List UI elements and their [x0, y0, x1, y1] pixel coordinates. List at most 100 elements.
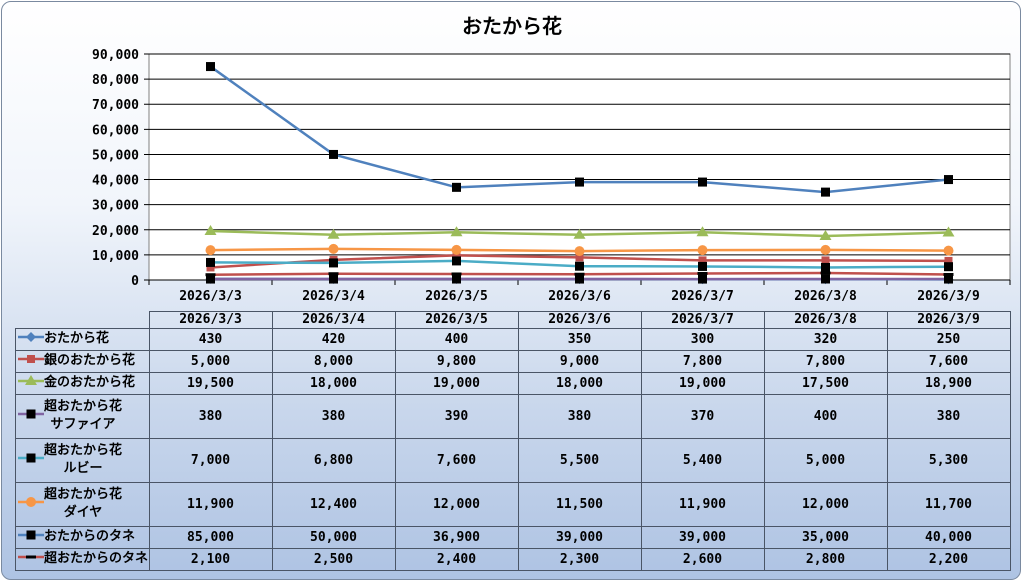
y-tick-label: 60,000 — [92, 123, 139, 138]
table-column-header: 2026/3/9 — [886, 311, 1011, 329]
series-4 — [206, 256, 953, 272]
legend-entry: 超おたから花 サファイア — [15, 393, 150, 439]
table-cell: 7,600 — [394, 437, 519, 483]
series-name: 超おたからのタネ — [44, 550, 148, 568]
table-cell: 39,000 — [517, 525, 642, 549]
data-point — [327, 228, 340, 239]
data-table: 2026/3/3 2026/3/4 2026/3/5 2026/3/6 2026/3/7… — [15, 311, 1011, 571]
table-column-header: 2026/3/5 — [394, 311, 519, 329]
table-cell: 19,500 — [148, 371, 273, 395]
table-cell: 18,000 — [271, 371, 396, 395]
legend-key — [18, 409, 44, 418]
legend-key — [18, 374, 44, 385]
data-point — [206, 274, 215, 284]
data-point — [450, 226, 463, 237]
table-cell: 5,000 — [763, 437, 888, 483]
table-cell: 19,000 — [640, 371, 765, 395]
table-row: 超おたから花 ルビー 7,000 6,800 7,600 5,500 5,400 5,000 5… — [15, 437, 1011, 483]
plot-area — [148, 53, 1011, 281]
legend-marker — [26, 453, 36, 462]
table-cell: 19,000 — [394, 371, 519, 395]
data-point — [821, 262, 830, 272]
data-point — [821, 256, 830, 265]
legend-entry: 銀のおたから花 — [15, 349, 150, 373]
y-tick-label: 20,000 — [92, 224, 139, 239]
table-cell: 11,900 — [640, 481, 765, 527]
data-point — [944, 274, 953, 284]
data-point — [574, 272, 585, 276]
legend-marker — [26, 331, 36, 342]
series-2 — [204, 225, 955, 241]
data-point — [328, 272, 339, 276]
data-point — [698, 261, 707, 271]
table-cell: 430 — [148, 327, 273, 351]
legend-marker — [26, 409, 36, 418]
table-row: 超おたからのタネ 2,100 2,500 2,400 2,300 2,600 2,800 2,… — [15, 547, 1011, 571]
series-name-line2: ルビー — [63, 461, 103, 476]
series-name-line1: 銀のおたから花 — [44, 353, 136, 368]
series-name-line1: おたから花 — [44, 331, 110, 346]
table-cell: 380 — [148, 393, 273, 439]
series-3 — [206, 274, 953, 284]
table-cell: 36,900 — [394, 525, 519, 549]
y-tick-label: 40,000 — [92, 174, 139, 189]
series-6 — [206, 62, 953, 197]
data-point — [821, 274, 830, 284]
data-point — [452, 182, 461, 192]
table-cell: 18,900 — [886, 371, 1011, 395]
y-tick-label: 30,000 — [92, 199, 139, 214]
table-row: 超おたから花 サファイア 380 380 390 380 370 400 380 — [15, 393, 1011, 439]
x-tick-label: 2026/3/8 — [794, 289, 857, 304]
table-cell: 7,800 — [763, 349, 888, 373]
x-tick-label: 2026/3/7 — [671, 289, 734, 304]
table-row: 超おたから花 ダイヤ 11,900 12,400 12,000 11,500 11,900 1… — [15, 481, 1011, 527]
data-point — [697, 245, 708, 256]
line-chart: 0 10,000 20,000 30,000 40,000 50,000 60,000 70,… — [92, 48, 1011, 304]
legend-entry: 超おたから花 ルビー — [15, 437, 150, 483]
data-point — [329, 258, 338, 268]
table-cell: 2,300 — [517, 547, 642, 571]
table-cell: 380 — [517, 393, 642, 439]
table-cell: 11,900 — [148, 481, 273, 527]
series-name: 銀のおたから花 — [44, 352, 135, 370]
table-cell: 17,500 — [763, 371, 888, 395]
data-point — [205, 245, 216, 256]
table-cell: 7,800 — [640, 349, 765, 373]
table-cell: 380 — [886, 393, 1011, 439]
chart-title: おたから花 — [462, 14, 562, 38]
data-point — [821, 187, 830, 197]
table-cell: 11,500 — [517, 481, 642, 527]
table-cell: 2,100 — [148, 547, 273, 571]
table-cell: 35,000 — [763, 525, 888, 549]
series-name-line2: ダイヤ — [63, 505, 103, 520]
data-point — [204, 225, 217, 236]
legend-entry: 超おたからのタネ — [15, 547, 150, 571]
legend-entry: 超おたから花 ダイヤ — [15, 481, 150, 527]
table-cell: 300 — [640, 327, 765, 351]
series-name-line1: 超おたから花 — [44, 443, 123, 458]
legend-entry: おたから花 — [15, 327, 150, 351]
legend-marker — [26, 555, 36, 558]
legend-marker — [26, 496, 36, 507]
table-cell: 250 — [886, 327, 1011, 351]
table-corner — [15, 311, 150, 329]
series-5 — [205, 243, 954, 257]
data-point — [575, 253, 584, 262]
table-cell: 12,400 — [271, 481, 396, 527]
series-name: 金のおたから花 — [44, 374, 135, 392]
data-point — [329, 149, 338, 159]
table-cell: 12,000 — [763, 481, 888, 527]
x-tick-label: 2026/3/6 — [548, 289, 611, 304]
table-cell: 50,000 — [271, 525, 396, 549]
table-column-header: 2026/3/4 — [271, 311, 396, 329]
table-cell: 320 — [763, 327, 888, 351]
series-name: 超おたから花 ダイヤ — [44, 486, 122, 522]
data-point — [452, 274, 461, 284]
data-point — [451, 244, 462, 255]
data-point — [944, 256, 953, 265]
table-cell: 8,000 — [271, 349, 396, 373]
table-cell: 390 — [394, 393, 519, 439]
table-cell: 5,000 — [148, 349, 273, 373]
data-point — [451, 272, 462, 276]
data-point — [575, 261, 584, 271]
